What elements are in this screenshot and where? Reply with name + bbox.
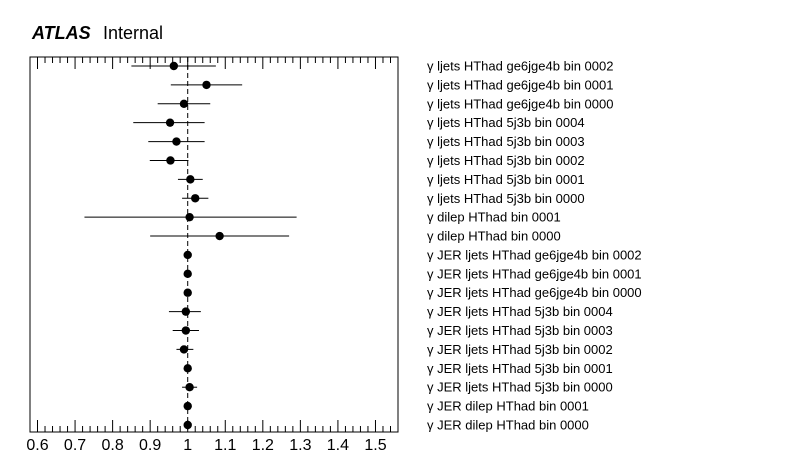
point-label: γ JER ljets HThad 5j3b bin 0002 [427, 342, 613, 357]
data-point [183, 364, 192, 373]
data-point [183, 288, 192, 297]
x-tick-label: 1.4 [327, 437, 349, 454]
x-tick-label: 1.1 [214, 437, 236, 454]
plot-frame [29, 56, 399, 433]
point-label: γ JER ljets HThad 5j3b bin 0000 [427, 380, 613, 395]
x-tick-label: 0.7 [64, 437, 86, 454]
point-label: γ JER dilep HThad bin 0000 [427, 418, 589, 433]
data-point [181, 326, 191, 335]
point-label: γ JER dilep HThad bin 0001 [427, 399, 589, 414]
data-point [202, 80, 211, 90]
data-point [183, 420, 192, 430]
point-label: γ JER ljets HThad 5j3b bin 0004 [427, 304, 613, 319]
x-tick-label: 1.3 [289, 437, 311, 454]
point-label: γ JER ljets HThad ge6jge4b bin 0000 [427, 285, 642, 300]
data-point [169, 61, 179, 71]
internal-label: Internal [103, 23, 163, 43]
data-point [183, 269, 192, 279]
point-label: γ ljets HThad 5j3b bin 0001 [427, 172, 585, 187]
point-label: γ JER ljets HThad ge6jge4b bin 0001 [427, 266, 642, 281]
data-point [179, 99, 189, 108]
x-tick-label: 1.2 [252, 437, 274, 454]
data-point [183, 401, 192, 411]
point-label: γ JER ljets HThad 5j3b bin 0001 [427, 361, 613, 376]
point-label: γ ljets HThad 5j3b bin 0000 [427, 191, 585, 206]
data-point [172, 137, 181, 146]
point-label: γ ljets HThad 5j3b bin 0003 [427, 134, 585, 149]
point-label: γ ljets HThad 5j3b bin 0002 [427, 153, 585, 168]
data-point [181, 307, 191, 316]
x-tick-label: 0.6 [26, 437, 48, 454]
plot-area: 0.6 0.7 0.8 0.9 1 1.1 1.2 1.3 1.4 1.5 γ ljets HTha… [26, 56, 642, 454]
data-point [179, 345, 189, 354]
data-point [183, 250, 192, 260]
data-point [185, 212, 194, 222]
data-point [166, 156, 175, 165]
data-point [191, 194, 200, 203]
point-label: γ ljets HThad ge6jge4b bin 0002 [427, 59, 613, 74]
data-point [165, 118, 175, 127]
x-tick-label: 0.8 [101, 437, 123, 454]
data-point [185, 383, 194, 392]
data-point [215, 231, 224, 241]
point-label: γ JER ljets HThad ge6jge4b bin 0002 [427, 247, 642, 262]
atlas-label: ATLAS [31, 23, 91, 43]
x-tick-label: 1 [183, 437, 192, 454]
x-tick-label: 0.9 [139, 437, 161, 454]
point-label: γ ljets HThad 5j3b bin 0004 [427, 115, 585, 130]
x-tick-label: 1.5 [364, 437, 386, 454]
point-label: γ JER ljets HThad 5j3b bin 0003 [427, 323, 613, 338]
point-label: γ ljets HThad ge6jge4b bin 0001 [427, 77, 613, 92]
point-label: γ dilep HThad bin 0000 [427, 229, 561, 244]
point-label: γ dilep HThad bin 0001 [427, 210, 561, 225]
data-point [186, 175, 195, 184]
point-label: γ ljets HThad ge6jge4b bin 0000 [427, 96, 613, 111]
